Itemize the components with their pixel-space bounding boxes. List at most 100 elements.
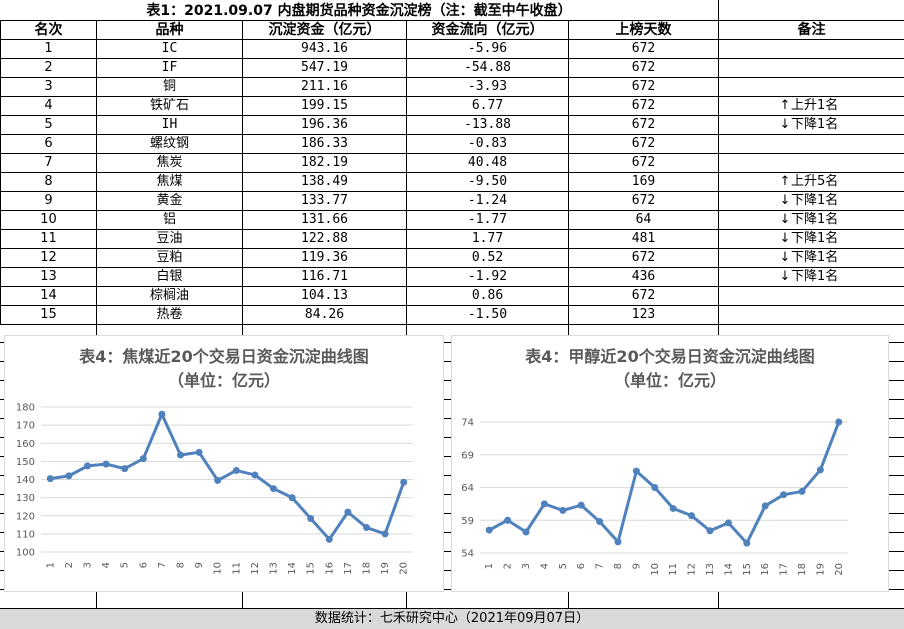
x-tick-label: 15 [742, 563, 753, 576]
days-cell: 64 [569, 211, 719, 230]
fund-cell: 186.33 [243, 135, 407, 154]
note-cell: ↑上升1名 [719, 97, 904, 116]
x-tick-label: 20 [834, 563, 845, 576]
fund-cell: 199.15 [243, 97, 407, 116]
fund-cell: 122.88 [243, 230, 407, 249]
arrow-up-icon: ↑ [779, 97, 791, 115]
days-cell: 672 [569, 116, 719, 135]
data-point [382, 530, 389, 537]
arrow-down-icon: ↓ [779, 230, 791, 248]
series-line [489, 422, 839, 543]
days-cell: 672 [569, 78, 719, 97]
x-tick-label: 9 [631, 563, 642, 569]
fund-cell: 116.71 [243, 268, 407, 287]
x-tick-label: 14 [287, 562, 298, 575]
fund-cell: 104.13 [243, 287, 407, 306]
x-tick-label: 17 [779, 563, 790, 576]
flow-cell: -13.88 [407, 116, 569, 135]
fund-cell: 131.66 [243, 211, 407, 230]
rank-cell: 9 [1, 192, 97, 211]
name-cell: 棕榈油 [97, 287, 243, 306]
flow-cell: -54.88 [407, 59, 569, 78]
header-note: 备注 [719, 21, 904, 40]
days-cell: 672 [569, 135, 719, 154]
note-cell: ↓下降1名 [719, 211, 904, 230]
x-tick-label: 16 [324, 562, 335, 575]
x-tick-label: 2 [503, 563, 514, 569]
y-tick-label: 59 [461, 516, 474, 527]
x-tick-label: 8 [176, 562, 187, 568]
flow-cell: 40.48 [407, 154, 569, 173]
rank-cell: 14 [1, 287, 97, 306]
note-cell: ↑上升5名 [719, 173, 904, 192]
x-tick-label: 5 [558, 563, 569, 569]
x-tick-label: 8 [613, 563, 624, 569]
y-tick-label: 54 [461, 549, 474, 560]
y-tick-label: 160 [16, 439, 35, 450]
name-cell: 螺纹钢 [97, 135, 243, 154]
note-cell: ↓下降1名 [719, 192, 904, 211]
data-point [762, 502, 769, 509]
data-point [743, 540, 750, 547]
data-point [196, 449, 203, 456]
x-tick-label: 9 [194, 562, 205, 568]
note-text: 下降1名 [791, 193, 838, 208]
data-point [363, 524, 370, 531]
name-cell: 铝 [97, 211, 243, 230]
note-text: 下降1名 [791, 250, 838, 265]
y-tick-label: 140 [16, 475, 35, 486]
flow-cell: -9.50 [407, 173, 569, 192]
data-point [158, 411, 165, 418]
fund-cell: 182.19 [243, 154, 407, 173]
name-cell: IH [97, 116, 243, 135]
note-cell [719, 40, 904, 59]
y-tick-label: 170 [16, 421, 35, 432]
x-tick-label: 2 [64, 562, 75, 568]
note-text: 下降1名 [791, 269, 838, 284]
data-point [103, 461, 110, 468]
data-point [780, 491, 787, 498]
arrow-down-icon: ↓ [779, 249, 791, 267]
note-cell: ↓下降1名 [719, 230, 904, 249]
flow-cell: -1.92 [407, 268, 569, 287]
header-days: 上榜天数 [569, 21, 719, 40]
rank-cell: 10 [1, 211, 97, 230]
header-flow: 资金流向（亿元） [407, 21, 569, 40]
note-cell [719, 135, 904, 154]
data-point [270, 485, 277, 492]
days-cell: 169 [569, 173, 719, 192]
x-tick-label: 18 [362, 562, 373, 575]
fund-cell: 196.36 [243, 116, 407, 135]
fund-cell: 119.36 [243, 249, 407, 268]
days-cell: 672 [569, 154, 719, 173]
y-tick-label: 120 [16, 511, 35, 522]
header-name: 品种 [97, 21, 243, 40]
name-cell: 豆油 [97, 230, 243, 249]
fund-cell: 84.26 [243, 306, 407, 325]
rank-cell: 4 [1, 97, 97, 116]
x-tick-label: 13 [269, 562, 280, 575]
x-tick-label: 5 [120, 562, 131, 568]
flow-cell: -5.96 [407, 40, 569, 59]
name-cell: 焦煤 [97, 173, 243, 192]
header-fund: 沉淀资金（亿元） [243, 21, 407, 40]
note-text: 下降1名 [791, 212, 838, 227]
name-cell: 铁矿石 [97, 97, 243, 116]
x-tick-label: 12 [250, 562, 261, 575]
x-tick-label: 18 [797, 563, 808, 576]
data-point [47, 475, 54, 482]
note-cell: ↓下降1名 [719, 249, 904, 268]
data-point [817, 466, 824, 473]
note-cell [719, 306, 904, 325]
